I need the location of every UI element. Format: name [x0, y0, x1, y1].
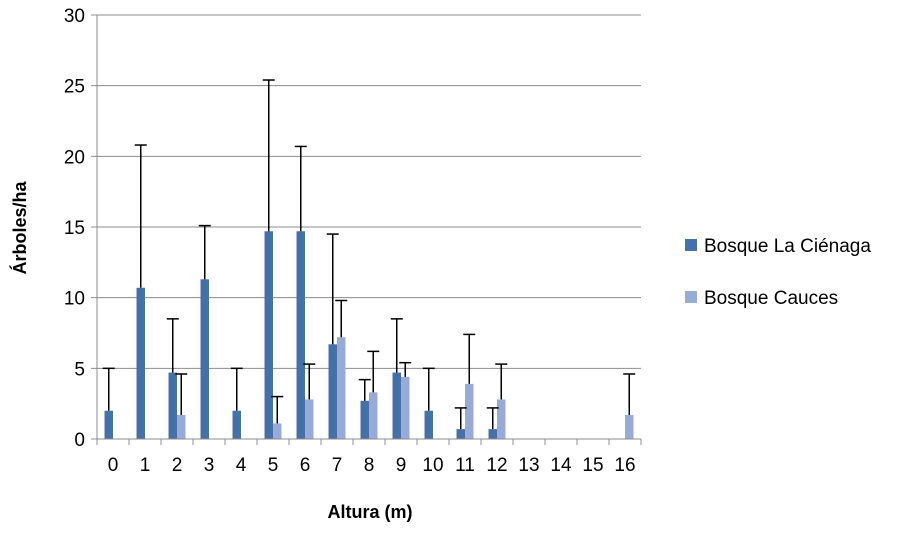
bar [177, 414, 186, 439]
x-tick-label: 4 [236, 455, 247, 476]
legend-label-cauces: Bosque Cauces [704, 288, 838, 309]
error-bars [102, 79, 636, 430]
x-tick-label: 15 [582, 455, 603, 476]
bar [136, 287, 145, 439]
legend: Bosque La Ciénaga Bosque Cauces [685, 236, 871, 309]
x-tick-label: 6 [300, 455, 311, 476]
y-axis-title: Árboles/ha [9, 181, 30, 275]
x-tick-label: 3 [204, 455, 215, 476]
bar [232, 410, 241, 439]
y-tick-label: 15 [64, 218, 85, 239]
bar [625, 414, 634, 439]
legend-swatch-cauces [685, 291, 697, 303]
bar [305, 399, 314, 439]
y-tick-label: 25 [64, 77, 85, 98]
x-tick-label: 0 [108, 455, 119, 476]
bar [273, 423, 282, 439]
x-tick-label: 5 [268, 455, 279, 476]
legend-label-la-cienaga: Bosque La Ciénaga [704, 236, 871, 257]
bars [104, 231, 634, 439]
bar [328, 344, 337, 439]
x-tick-label: 9 [396, 455, 407, 476]
bar [465, 383, 474, 439]
x-tick-label: 8 [364, 455, 375, 476]
bar [488, 429, 497, 439]
x-tick-label: 10 [422, 455, 443, 476]
bar [104, 410, 113, 439]
bar [296, 231, 305, 439]
x-tick-label: 11 [455, 455, 475, 476]
bar [337, 337, 346, 439]
x-tick-label: 16 [614, 455, 635, 476]
bar [369, 392, 378, 439]
x-axis-title: Altura (m) [328, 502, 413, 522]
bar [497, 399, 506, 439]
y-tick-label: 10 [64, 289, 85, 310]
bar [168, 372, 177, 439]
x-tick-label: 2 [172, 455, 183, 476]
bar [424, 410, 433, 439]
x-tick-label: 13 [518, 455, 539, 476]
y-tick-label: 5 [74, 359, 85, 380]
y-tick-label: 20 [64, 147, 85, 168]
x-tick-label: 7 [332, 455, 343, 476]
axes [91, 14, 642, 445]
bar [264, 231, 273, 439]
legend-swatch-la-cienaga [685, 239, 697, 251]
bar [456, 429, 465, 439]
bar [360, 400, 369, 439]
gridlines [97, 14, 641, 369]
x-tick-label: 1 [140, 455, 151, 476]
y-tick-label: 30 [64, 6, 85, 27]
x-tick-label: 12 [486, 455, 507, 476]
bar [392, 372, 401, 439]
bar [200, 279, 209, 439]
y-tick-label: 0 [74, 430, 85, 451]
bar [401, 376, 410, 439]
x-tick-label: 14 [550, 455, 572, 476]
